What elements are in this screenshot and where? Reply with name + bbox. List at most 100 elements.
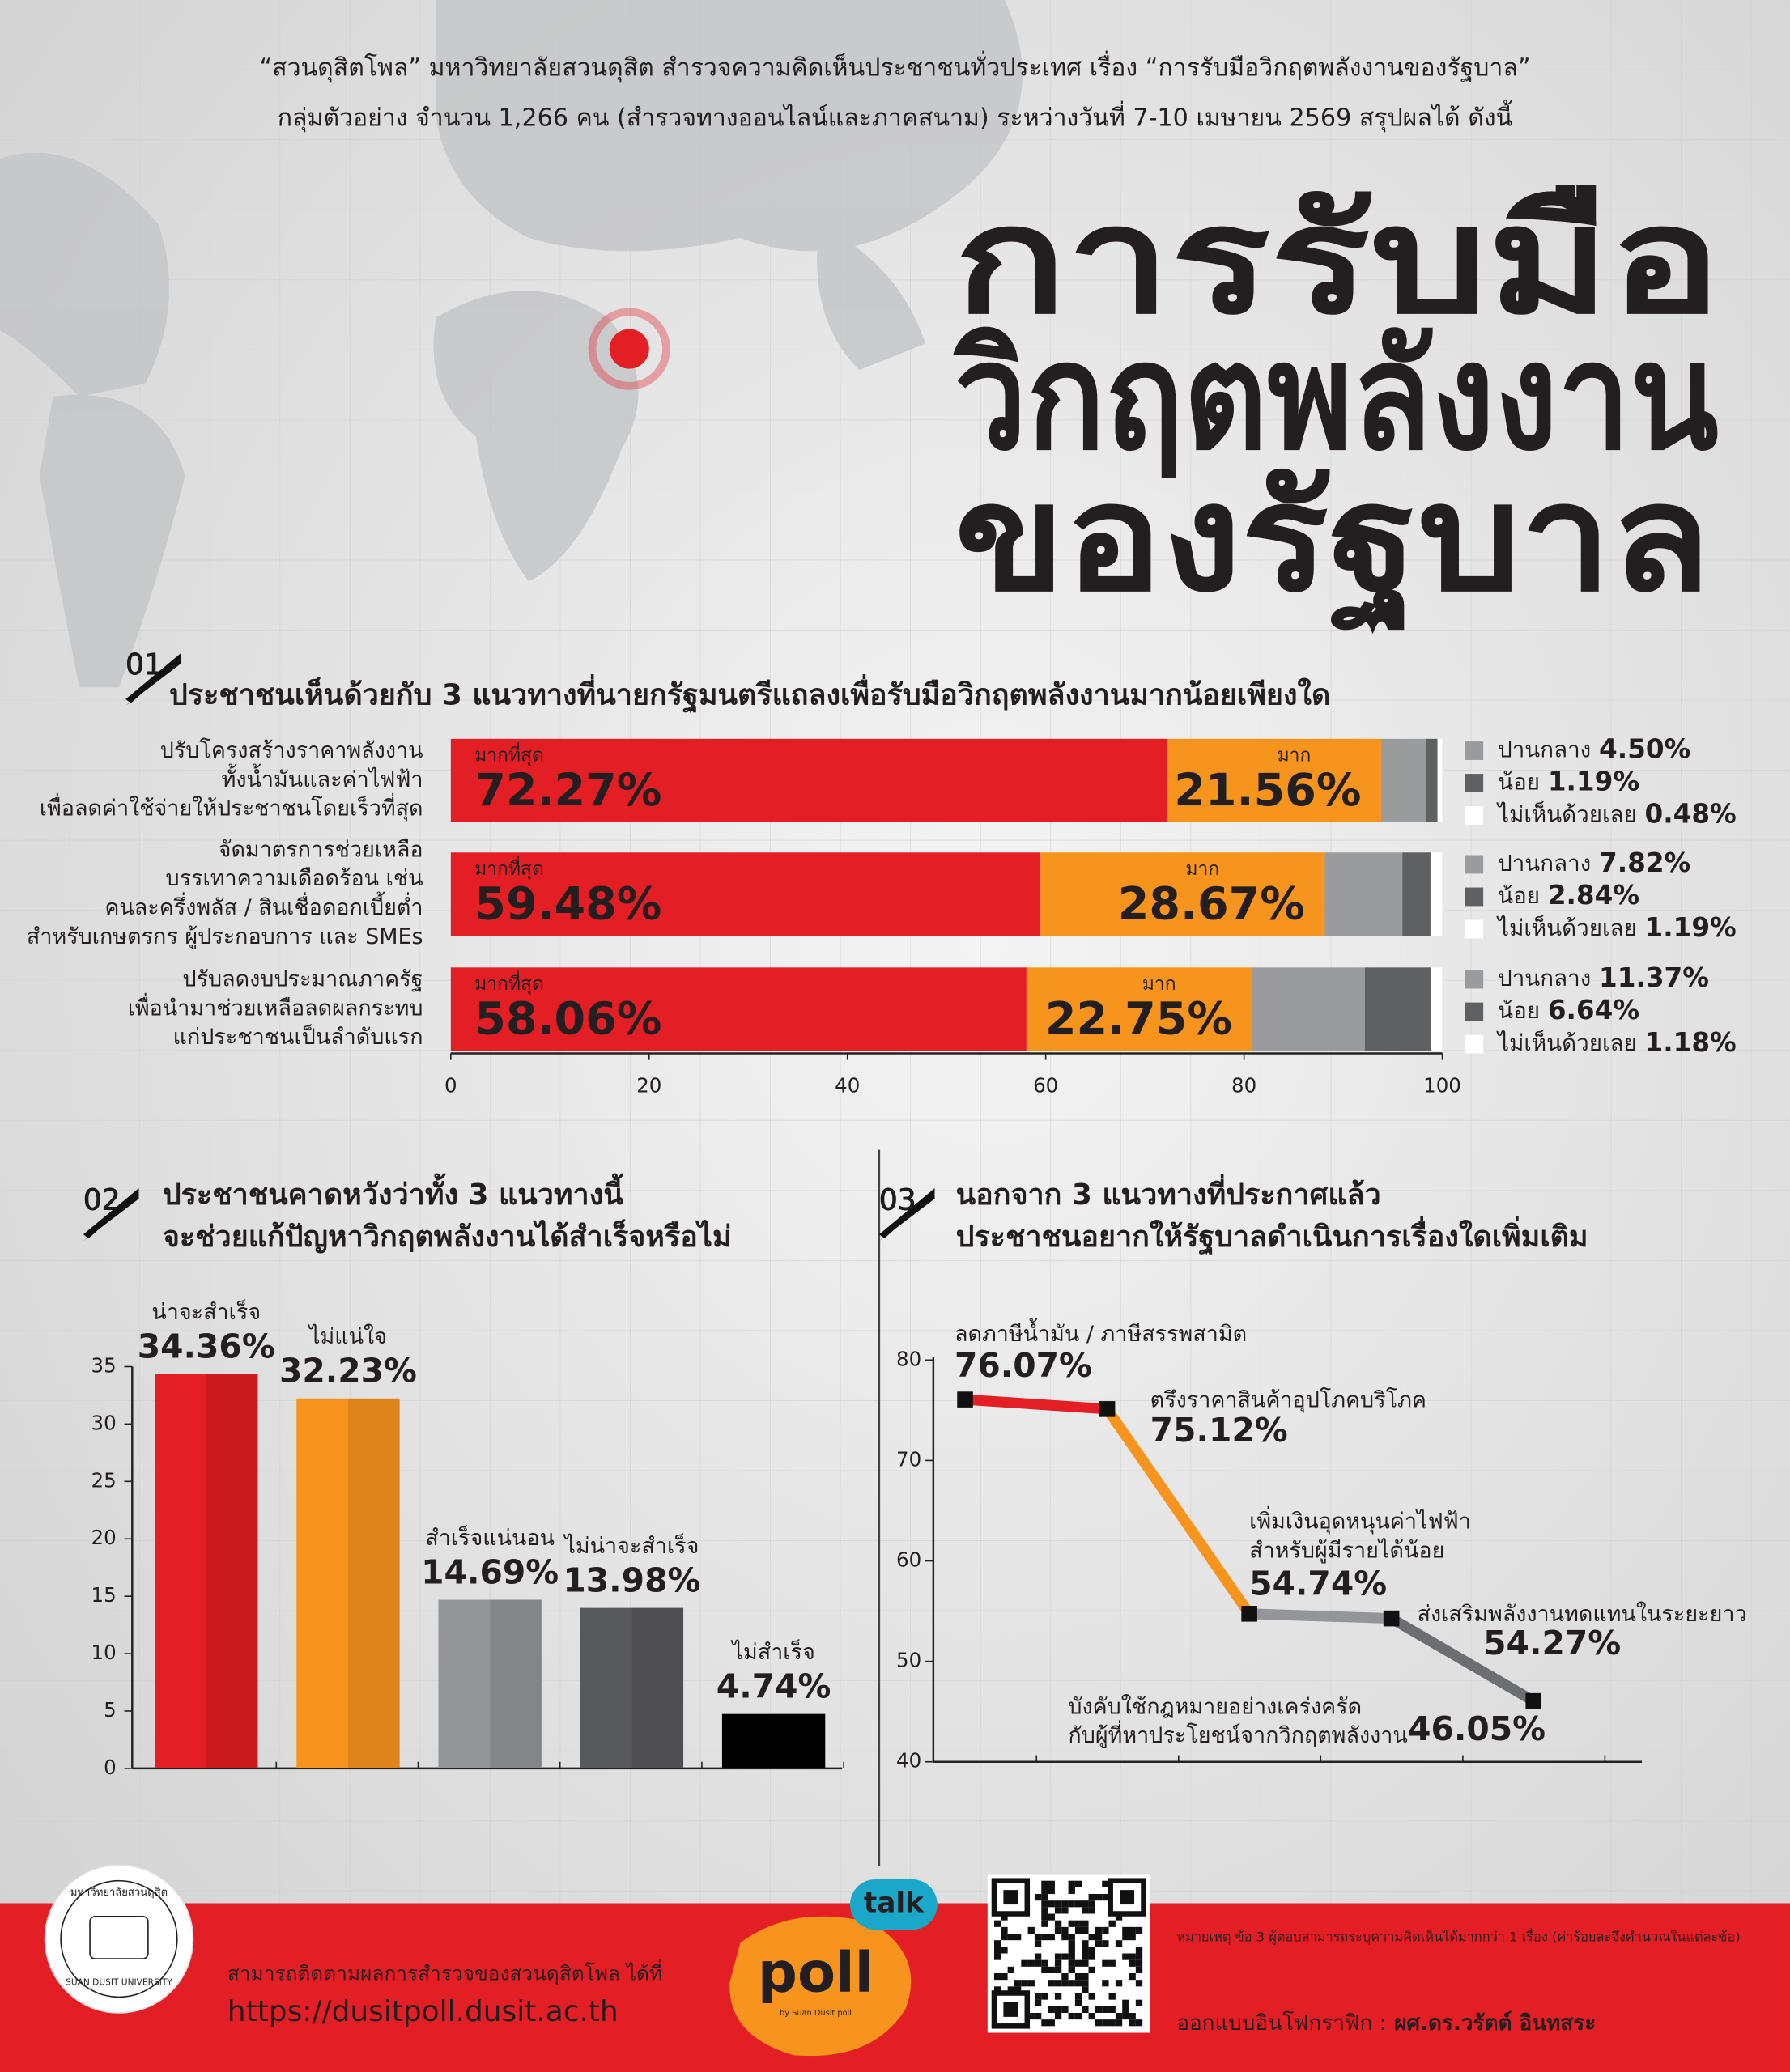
section-number: 01 [125, 648, 163, 681]
bar-segment [450, 967, 1027, 1051]
value-label: 28.67% [1118, 877, 1305, 930]
x-tick-label: 80 [1231, 1073, 1256, 1097]
segment-name: มาก [1185, 859, 1219, 880]
qr-cell [1034, 1993, 1042, 2000]
y-tick-label: 60 [896, 1548, 921, 1572]
point-marker [1241, 1606, 1257, 1622]
qr-cell [1068, 2012, 1075, 2020]
qr-cell [1082, 1986, 1089, 1993]
category-label: ไม่สำเร็จ [730, 1638, 814, 1665]
section-title: ประชาชนคาดหวังว่าทั้ง 3 แนวทางนี้ [163, 1173, 624, 1212]
qr-cell [1034, 1934, 1042, 1941]
map-land [0, 152, 170, 397]
y-category-label: บรรเทาความเดือดร้อน เช่น [165, 866, 423, 891]
value-label: 32.23% [279, 1352, 417, 1391]
section-number: 03 [879, 1183, 916, 1216]
footer-url[interactable]: https://dusitpoll.dusit.ac.th [227, 1995, 619, 2028]
bar [580, 1607, 684, 1768]
qr-cell [1041, 1993, 1048, 2000]
qr-cell [1108, 1959, 1116, 1967]
legend-entry: น้อย 2.84% [1498, 880, 1639, 911]
segment-name: มากที่สุด [474, 856, 544, 880]
category-label: ส่งเสริมพลังงานทดแทนในระยะยาว [1418, 1601, 1747, 1627]
qr-cell [1102, 2019, 1109, 2027]
qr-cell [1095, 1926, 1103, 1934]
qr-cell [993, 1986, 1001, 1993]
qr-cell [1102, 1926, 1109, 1934]
qr-cell [1014, 1986, 1022, 1993]
qr-cell [1135, 1953, 1143, 1960]
qr-cell [1088, 1900, 1095, 1908]
qr-cell [1082, 1947, 1089, 1954]
qr-cell [1135, 1980, 1143, 1987]
qr-cell [1108, 2006, 1116, 2013]
y-tick-label: 0 [104, 1756, 117, 1779]
qr-cell [1061, 1907, 1069, 1914]
qr-cell [1041, 1907, 1048, 1914]
category-label: สำหรับผู้มีรายได้น้อย [1249, 1539, 1444, 1564]
qr-cell [1068, 1953, 1075, 1960]
value-label: 54.74% [1249, 1565, 1387, 1603]
qr-cell [1054, 1953, 1062, 1960]
bar [721, 1713, 826, 1768]
talk-bubble [849, 1879, 938, 1930]
qr-cell [1001, 1947, 1008, 1954]
qr-cell [1068, 1959, 1075, 1967]
legend-entry: ไม่เห็นด้วยเลย 1.18% [1496, 1027, 1737, 1058]
qr-cell [1048, 2019, 1055, 2027]
map-land [436, 0, 1023, 252]
designer-name: ผศ.ดร.วรัตต์ อินทสระ [1394, 2010, 1596, 2036]
bar [296, 1398, 400, 1768]
x-tick-label: 40 [835, 1073, 860, 1097]
value-label: 4.74% [716, 1667, 831, 1706]
qr-cell [1054, 1907, 1062, 1914]
map-land [39, 394, 185, 688]
university-emblem [89, 1915, 149, 1959]
qr-cell [1054, 1993, 1062, 2000]
bar-segment [1026, 967, 1252, 1051]
y-tick-label: 50 [896, 1649, 921, 1672]
value-label: 59.48% [474, 877, 661, 930]
qr-cell [1041, 1880, 1048, 1887]
qr-cell [1082, 1959, 1089, 1967]
qr-cell [1115, 1940, 1123, 1947]
qr-cell [1074, 1926, 1082, 1934]
segment-name: มากที่สุด [474, 742, 544, 766]
qr-cell [1007, 1986, 1014, 1993]
map-land [817, 224, 926, 371]
qr-cell [1115, 2019, 1123, 2027]
qr-cell [1129, 1972, 1136, 1981]
qr-cell [1074, 1959, 1082, 1967]
bar-shade [206, 1374, 258, 1768]
y-tick-label: 80 [896, 1347, 921, 1370]
bar [438, 1599, 542, 1768]
qr-cell [1048, 1887, 1055, 1895]
qr-cell [1054, 1959, 1062, 1967]
qr-cell [1041, 1900, 1048, 1908]
category-label: ลดภาษีน้ำมัน / ภาษีสรรพสามิต [955, 1318, 1247, 1347]
qr-cell [1048, 1980, 1055, 1987]
y-category-label: สำหรับเกษตรกร ผู้ประกอบการ และ SMEs [27, 924, 423, 949]
value-label: 21.56% [1174, 764, 1361, 817]
qr-cell [1135, 1999, 1143, 2006]
line-segment [959, 1394, 1113, 1415]
qr-finder-core [1120, 1890, 1135, 1905]
qr-cell [1074, 1999, 1082, 2006]
legend-value: 6.64% [1548, 995, 1639, 1025]
poll-logo [729, 1916, 912, 2057]
header-line: “สวนดุสิตโพล” มหาวิทยาลัยสวนดุสิต สำรวจค… [260, 50, 1531, 83]
qr-cell [1041, 1887, 1048, 1895]
legend-swatch [1465, 806, 1484, 825]
section-title: ประชาชนอยากให้รัฐบาลดำเนินการเรื่องใดเพิ… [956, 1216, 1588, 1255]
qr-cell [1048, 1900, 1055, 1908]
university-logo [44, 1864, 194, 2014]
qr-cell [1122, 1953, 1129, 1960]
qr-cell [1115, 2012, 1123, 2020]
qr-cell [1074, 1972, 1082, 1981]
qr-cell [1082, 1972, 1089, 1981]
category-label: บังคับใช้กฎหมายอย่างเคร่งครัด [1068, 1693, 1362, 1719]
qr-cell [1074, 1880, 1082, 1887]
category-label: ไม่น่าจะสำเร็จ [563, 1532, 699, 1559]
